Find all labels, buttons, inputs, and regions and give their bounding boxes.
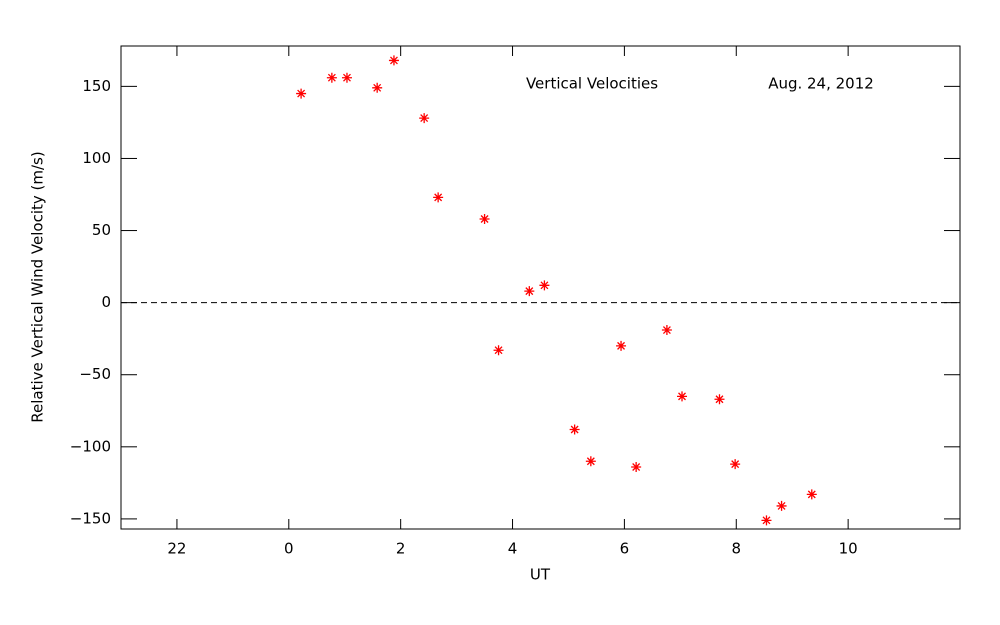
point xyxy=(372,82,383,93)
x-tick-label: 0 xyxy=(284,540,294,558)
x-tick-label: 4 xyxy=(508,540,518,558)
point xyxy=(388,55,399,66)
point xyxy=(730,459,741,470)
point xyxy=(539,280,550,291)
x-tick-label: 8 xyxy=(731,540,741,558)
y-tick-label: −100 xyxy=(70,437,111,455)
point xyxy=(677,391,688,402)
point xyxy=(585,456,596,467)
point xyxy=(419,113,430,124)
point xyxy=(479,214,490,225)
point xyxy=(761,515,772,526)
y-axis-label: Relative Vertical Wind Velocity (m/s) xyxy=(29,151,47,422)
point xyxy=(341,72,352,83)
point xyxy=(806,489,817,500)
point xyxy=(569,424,580,435)
annotation: Aug. 24, 2012 xyxy=(768,75,874,93)
y-tick-label: 150 xyxy=(82,77,111,95)
x-tick-label: 6 xyxy=(620,540,630,558)
point xyxy=(616,340,627,351)
point xyxy=(524,286,535,297)
y-tick-label: 50 xyxy=(92,221,111,239)
point xyxy=(631,462,642,473)
y-tick-label: 0 xyxy=(101,293,111,311)
point xyxy=(661,325,672,336)
x-tick-label: 22 xyxy=(167,540,186,558)
x-axis-label: UT xyxy=(530,566,551,584)
y-tick-label: −50 xyxy=(79,365,111,383)
x-tick-label: 10 xyxy=(839,540,858,558)
point xyxy=(776,500,787,511)
y-tick-label: 100 xyxy=(82,149,111,167)
point xyxy=(714,394,725,405)
point xyxy=(433,192,444,203)
y-tick-label: −150 xyxy=(70,509,111,527)
plot-frame xyxy=(120,45,961,530)
point xyxy=(493,345,504,356)
point xyxy=(326,72,337,83)
x-tick-label: 2 xyxy=(396,540,406,558)
annotation: Vertical Velocities xyxy=(526,75,658,93)
point xyxy=(296,88,307,99)
